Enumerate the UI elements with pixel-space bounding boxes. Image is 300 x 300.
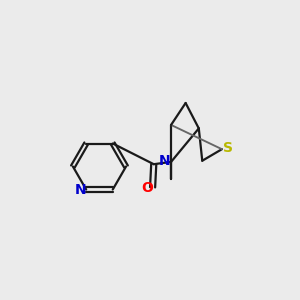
Text: S: S bbox=[224, 141, 233, 155]
Text: O: O bbox=[142, 182, 154, 196]
Text: N: N bbox=[159, 154, 170, 168]
Text: N: N bbox=[75, 182, 86, 197]
